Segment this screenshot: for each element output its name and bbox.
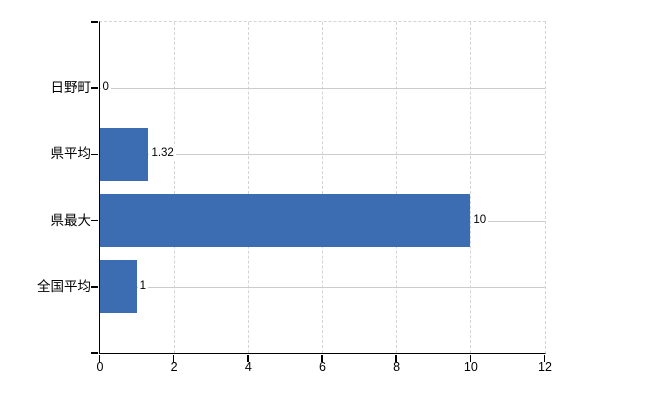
x-tick-label: 12 [538, 360, 552, 374]
y-axis-tick [91, 219, 98, 222]
bar [99, 127, 149, 181]
x-axis-tick [172, 354, 175, 362]
value-label: 1 [137, 279, 148, 294]
x-tick-label: 0 [96, 360, 104, 374]
x-axis-tick [321, 354, 323, 362]
x-tick-label: 10 [463, 360, 478, 374]
y-axis-tick [91, 153, 98, 156]
y-axis-tick [91, 21, 98, 23]
horizontal-gridline [99, 286, 545, 288]
value-label: 10 [471, 213, 489, 228]
vertical-gridline [470, 22, 472, 353]
y-axis-tick [91, 286, 98, 288]
plot-area: 0 1.32 10 1 [91, 21, 546, 362]
y-axis-tick [91, 87, 98, 89]
category-label: 日野町 [50, 80, 92, 96]
x-tick-label: 4 [244, 360, 252, 374]
bar [99, 194, 471, 248]
horizontal-gridline [99, 88, 545, 90]
horizontal-gridline [99, 154, 545, 156]
value-label: 0 [100, 81, 111, 96]
x-tick-label: 2 [170, 360, 178, 374]
category-label: 全国平均 [37, 278, 91, 294]
x-axis-tick [543, 354, 546, 362]
x-axis-tick [98, 354, 101, 362]
x-tick-label: 8 [393, 360, 401, 374]
vertical-gridline [396, 22, 398, 353]
y-axis-tick [91, 352, 98, 354]
bar [99, 260, 137, 314]
x-tick-label: 6 [319, 360, 326, 374]
category-label: 県最大 [50, 212, 92, 228]
x-axis-tick [469, 354, 472, 362]
x-axis-tick [247, 354, 249, 362]
value-label: 1.32 [149, 147, 176, 162]
vertical-gridline [247, 22, 249, 353]
x-axis-tick [395, 354, 397, 362]
vertical-gridline [322, 22, 323, 353]
category-label: 県平均 [50, 146, 92, 162]
vertical-gridline [173, 22, 175, 353]
